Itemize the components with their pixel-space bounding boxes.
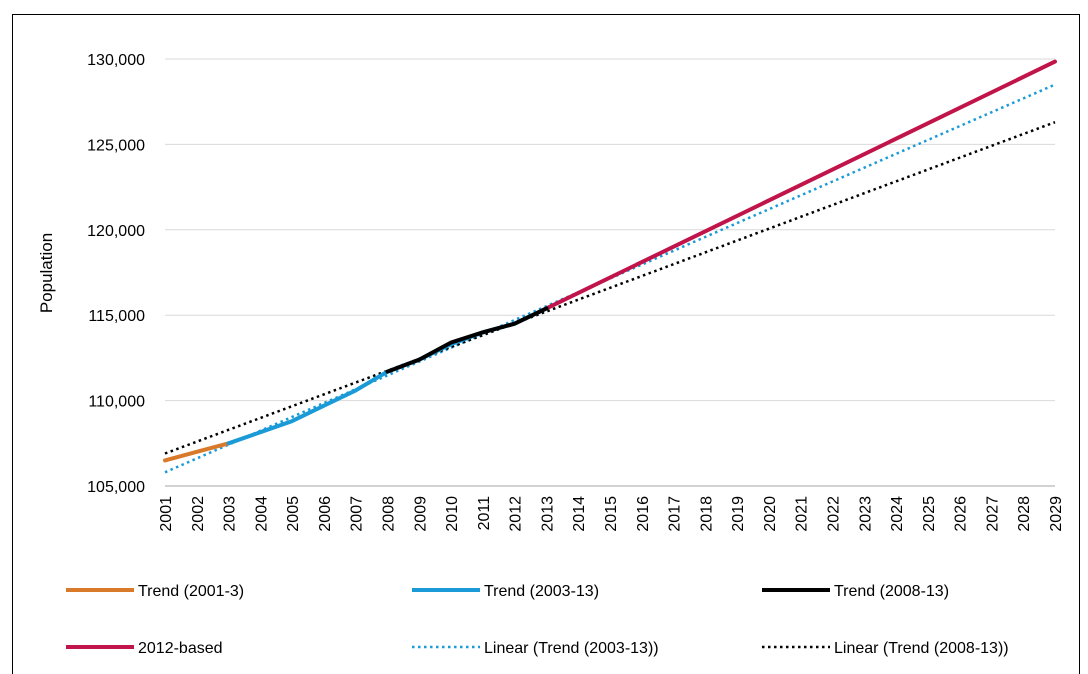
series-line	[385, 306, 549, 374]
x-tick-label: 2028	[1016, 496, 1033, 532]
x-tick-label: 2029	[1048, 496, 1065, 532]
x-tick-label: 2018	[698, 496, 715, 532]
y-tick-label: 110,000	[88, 394, 145, 411]
x-axis-ticks: 2001 2002 2003 2004 2005 2006 2007 2008 2009 2010…	[158, 496, 1065, 532]
x-tick-label: 2007	[349, 496, 366, 532]
y-tick-label: 105,000	[87, 479, 145, 496]
x-tick-label: 2023	[857, 496, 874, 532]
y-tick-label: 125,000	[87, 137, 145, 154]
y-tick-label: 115,000	[88, 308, 145, 325]
chart-frame	[12, 14, 1080, 674]
legend-label: Trend (2001-3)	[138, 583, 244, 600]
x-tick-label: 2005	[285, 496, 302, 532]
x-tick-label: 2019	[730, 496, 747, 532]
series-line	[544, 59, 1057, 311]
x-tick-label: 2008	[381, 496, 398, 532]
y-tick-label: 120,000	[87, 223, 145, 240]
x-tick-label: 2027	[984, 496, 1001, 532]
grid-lines	[165, 58, 1055, 402]
legend-label: 2012-based	[138, 640, 223, 657]
y-tick-label: 130,000	[87, 52, 145, 69]
legend-label: Trend (2008-13)	[834, 583, 949, 600]
x-tick-label: 2025	[921, 496, 938, 532]
x-tick-label: 2011	[476, 496, 493, 531]
x-tick-label: 2009	[412, 496, 429, 532]
x-tick-label: 2020	[762, 496, 779, 532]
x-tick-label: 2015	[603, 496, 620, 532]
x-tick-label: 2022	[826, 496, 843, 532]
x-tick-label: 2010	[444, 496, 461, 532]
legend-label: Linear (Trend (2008-13))	[834, 640, 1009, 657]
x-tick-label: 2003	[222, 496, 239, 532]
x-tick-label: 2026	[953, 496, 970, 532]
x-tick-label: 2017	[667, 496, 684, 532]
legend: Trend (2001-3) Trend (2003-13) Trend (2008…	[66, 583, 1009, 657]
legend-label: Linear (Trend (2003-13))	[484, 640, 659, 657]
y-axis-title: Population	[37, 233, 56, 313]
x-tick-label: 2021	[794, 496, 811, 532]
x-tick-label: 2001	[158, 496, 175, 532]
x-tick-label: 2024	[889, 496, 906, 532]
series-lines	[163, 59, 1057, 474]
x-tick-label: 2013	[539, 496, 556, 532]
x-tick-label: 2014	[571, 496, 588, 532]
x-tick-label: 2016	[635, 496, 652, 532]
x-tick-label: 2006	[317, 496, 334, 532]
x-tick-label: 2004	[253, 496, 270, 532]
series-line	[163, 441, 231, 463]
y-axis-ticks: 105,000 110,000 115,000 120,000 125,000 130,0…	[87, 52, 145, 496]
series-line	[164, 121, 1056, 455]
x-tick-label: 2002	[190, 496, 207, 532]
x-tick-label: 2012	[508, 496, 525, 532]
legend-label: Trend (2003-13)	[484, 583, 599, 600]
